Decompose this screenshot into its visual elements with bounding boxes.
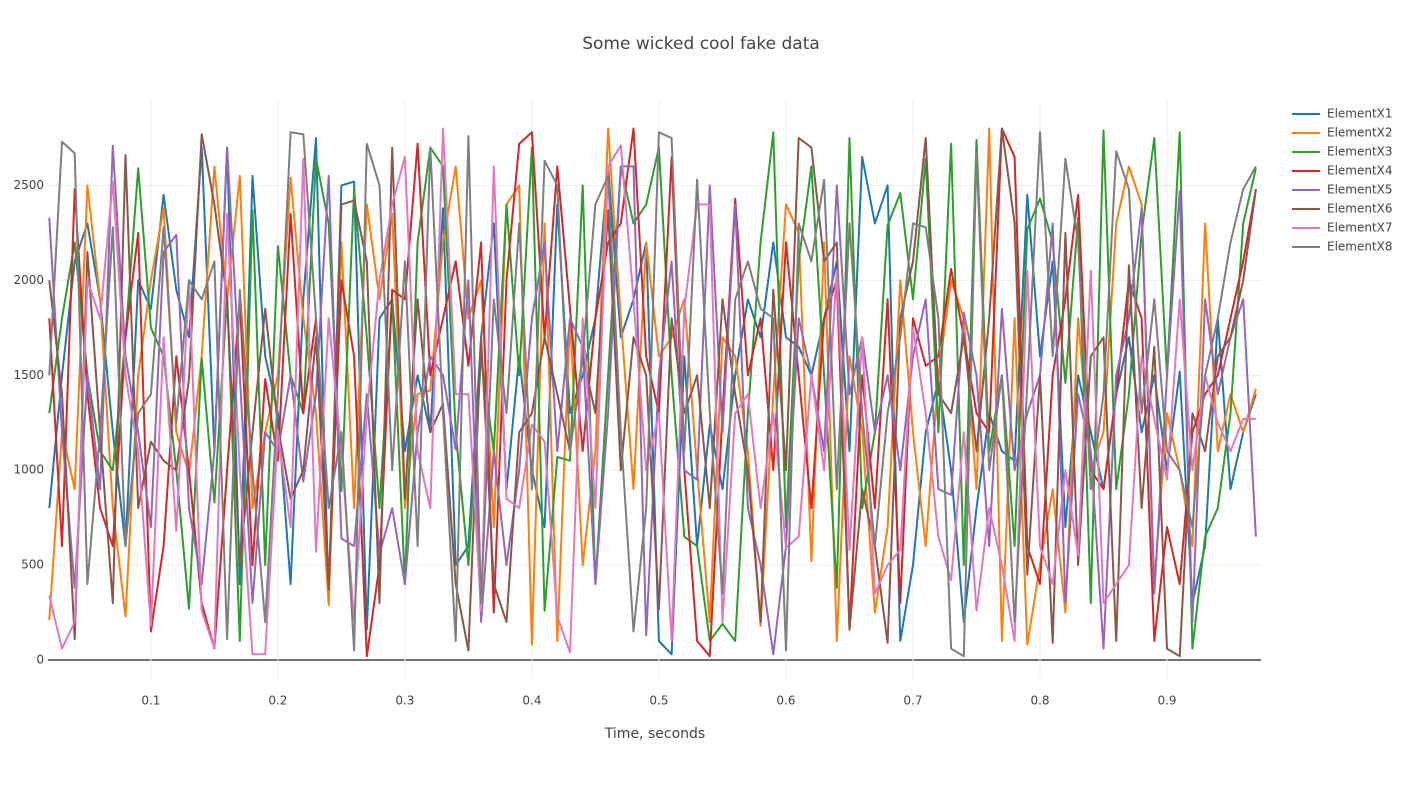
x-tick-label: 0.7 — [903, 694, 922, 708]
x-tick-label: 0.6 — [776, 694, 795, 708]
legend-label: ElementX3 — [1327, 145, 1393, 159]
legend-label: ElementX2 — [1327, 126, 1393, 140]
legend-label: ElementX4 — [1327, 164, 1393, 178]
legend-label: ElementX5 — [1327, 183, 1393, 197]
x-tick-label: 0.3 — [395, 694, 414, 708]
legend-label: ElementX6 — [1327, 202, 1393, 216]
y-tick-label: 500 — [21, 558, 44, 572]
y-tick-label: 2000 — [13, 273, 44, 287]
y-tick-label: 0 — [36, 653, 44, 667]
y-tick-label: 1000 — [13, 463, 44, 477]
x-tick-label: 0.8 — [1030, 694, 1049, 708]
x-tick-label: 0.5 — [649, 694, 668, 708]
series-line — [48, 127, 1256, 656]
x-axis-label: Time, seconds — [604, 726, 705, 742]
y-tick-label: 1500 — [13, 368, 44, 382]
series-line — [48, 127, 1257, 658]
series-line — [48, 131, 1257, 658]
x-tick-label: 0.9 — [1157, 694, 1176, 708]
x-tick-label: 0.1 — [141, 694, 160, 708]
x-tick-label: 0.2 — [268, 694, 287, 708]
legend-label: ElementX1 — [1327, 107, 1393, 121]
chart-title: Some wicked cool fake data — [582, 34, 820, 54]
legend-label: ElementX7 — [1327, 221, 1393, 235]
x-tick-label: 0.4 — [522, 694, 541, 708]
y-tick-label: 2500 — [13, 178, 44, 192]
legend-label: ElementX8 — [1327, 240, 1393, 254]
